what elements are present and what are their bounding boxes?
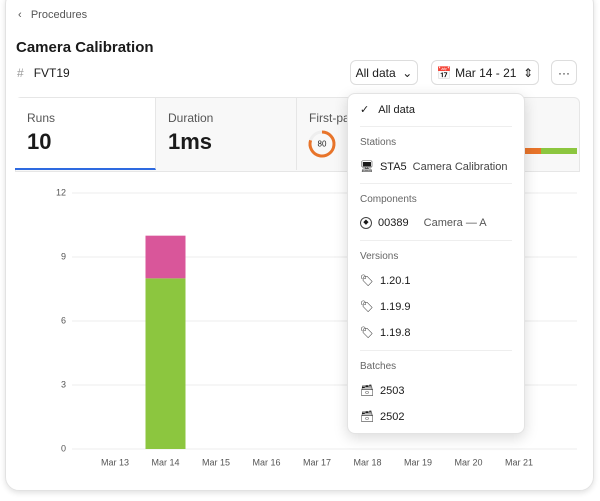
y-tick-label: 6 (61, 315, 66, 325)
x-tick-label: Mar 13 (101, 457, 129, 467)
card (5, 0, 594, 491)
bar-segment (145, 235, 186, 279)
distribution-segment (515, 148, 541, 154)
menu-group-title: Stations (360, 137, 397, 148)
menu-item-detail[interactable]: Camera — A (423, 217, 487, 229)
breadcrumb-text[interactable]: Procedures (30, 9, 88, 21)
stat-value: 1ms (168, 129, 213, 154)
stat-label: Duration (168, 111, 214, 125)
gauge-value: 80 (318, 140, 327, 149)
menu-item-text[interactable]: 2502 (379, 410, 405, 423)
date-filter[interactable]: 📅 Mar 14 - 21 ⇕ (431, 60, 539, 85)
more-button[interactable]: ··· (551, 60, 577, 85)
menu-item-text[interactable]: All data (378, 103, 415, 116)
menu-item[interactable]: 🏷 1.20.1 (360, 274, 411, 288)
menu-item-text[interactable]: 1.19.9 (379, 300, 411, 313)
menu-group-title: Batches (360, 361, 397, 372)
divider (360, 183, 512, 184)
x-tick-label: Mar 14 (151, 457, 179, 467)
menu-item[interactable]: 🖥 STA5 Camera Calibration (360, 160, 508, 174)
breadcrumb[interactable]: ‹ Procedures (18, 9, 88, 21)
stat-value: 10 (27, 129, 52, 154)
y-tick-label: 9 (61, 251, 66, 261)
stat-label: Runs (27, 111, 56, 125)
x-tick-label: Mar 18 (353, 457, 381, 467)
tag: # FVT19 (17, 66, 70, 80)
chart: 0 3 6 9 12 Mar 13 Mar 14 Mar 15 Mar 16 Mar 17 Mar … (56, 187, 577, 467)
stat-tile[interactable]: Runs 10 (15, 98, 156, 170)
tag-text: FVT19 (33, 66, 70, 80)
data-filter-text[interactable]: All data (355, 65, 396, 80)
divider (360, 350, 512, 351)
x-tick-label: Mar 20 (454, 457, 482, 467)
y-tick-label: 0 (61, 443, 66, 453)
menu-item[interactable]: ✓ All data (360, 103, 415, 117)
gauge: 80 (308, 130, 336, 158)
menu-item[interactable]: ◆ 00389 Camera — A (360, 217, 487, 229)
divider (360, 126, 512, 127)
menu-item[interactable]: 🏷 1.19.8 (360, 326, 411, 340)
menu-item-text[interactable]: STA5 (379, 160, 407, 173)
menu-item-text[interactable]: 2503 (379, 384, 405, 397)
menu-item-text[interactable]: 1.20.1 (379, 274, 411, 287)
menu-item[interactable]: 🏷 1.19.9 (360, 300, 411, 314)
filter-menu: ✓ All data Stations 🖥 STA5 Camera Calibra… (347, 93, 525, 434)
menu-item-text[interactable]: 00389 (378, 217, 409, 229)
menu-item[interactable]: 🗃 2502 (360, 410, 405, 424)
y-tick-label: 12 (56, 187, 66, 197)
bar-segment (145, 278, 186, 449)
x-tick-label: Mar 15 (202, 457, 230, 467)
divider (360, 240, 512, 241)
data-filter[interactable]: All data ⌄ (350, 60, 418, 85)
menu-item-detail[interactable]: Camera Calibration (412, 160, 508, 173)
menu-group-title: Versions (360, 251, 399, 262)
x-tick-label: Mar 17 (303, 457, 331, 467)
distribution-segment (541, 148, 577, 154)
menu-group-title: Components (360, 194, 417, 205)
x-tick-label: Mar 19 (404, 457, 432, 467)
date-filter-text[interactable]: Mar 14 - 21 (455, 65, 517, 80)
x-tick-label: Mar 16 (252, 457, 280, 467)
menu-item[interactable]: 🗃 2503 (360, 384, 405, 398)
y-tick-label: 3 (61, 379, 66, 389)
gauge-arc (308, 130, 336, 158)
x-tick-label: Mar 21 (505, 457, 533, 467)
stat-tile[interactable]: Duration 1ms (156, 98, 297, 170)
menu-item-text[interactable]: 1.19.8 (379, 326, 411, 339)
page-title: Camera Calibration (16, 39, 154, 56)
